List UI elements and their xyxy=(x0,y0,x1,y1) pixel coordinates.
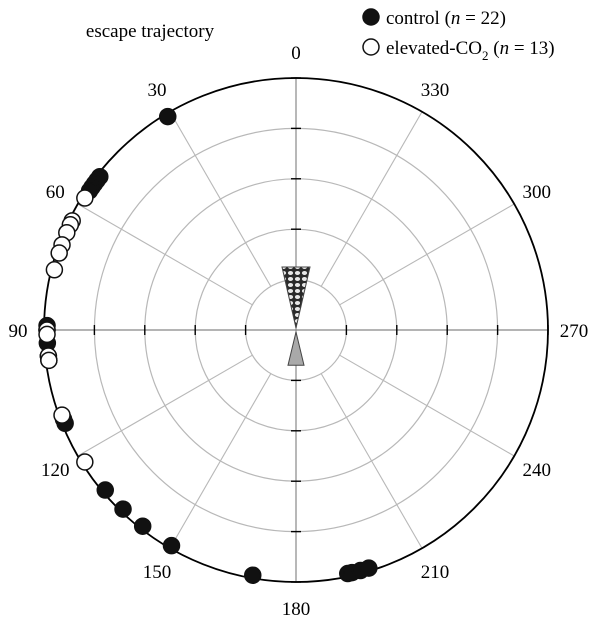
series-control xyxy=(38,107,378,584)
data-point-control xyxy=(162,536,181,555)
legend-marker-elevated-co2 xyxy=(362,38,380,56)
data-point-elevated-co2 xyxy=(76,189,94,207)
grid-spoke xyxy=(339,354,515,457)
data-point-control xyxy=(159,107,177,126)
grid-spoke xyxy=(169,111,272,287)
angle-tick-label: 240 xyxy=(523,460,552,481)
angle-tick-label: 300 xyxy=(523,182,552,203)
data-point-elevated-co2 xyxy=(40,351,58,370)
chart-title: escape trajectory xyxy=(86,21,215,42)
angle-labels: 0 30 60 90 120 150 180 210 240 270 300 330 xyxy=(9,43,589,618)
mean-vectors xyxy=(281,266,311,366)
grid-spoke xyxy=(320,111,423,287)
data-point-elevated-co2 xyxy=(76,453,94,471)
legend-label-elevated-co2: elevated-CO2 (n = 13) xyxy=(386,38,555,63)
mean-vector-control xyxy=(287,331,305,366)
grid-spoke xyxy=(320,373,423,549)
series-elevated-co2 xyxy=(38,189,94,471)
data-point-control xyxy=(114,500,132,518)
angle-tick-label: 210 xyxy=(421,562,450,583)
legend-marker-control xyxy=(362,8,380,26)
angle-tick-label: 180 xyxy=(282,599,311,618)
data-point-control xyxy=(360,559,378,577)
grid-spoke xyxy=(339,203,515,306)
legend-label-control: control (n = 22) xyxy=(386,8,506,29)
angle-tick-label: 30 xyxy=(148,80,167,101)
data-point-elevated-co2 xyxy=(38,325,56,344)
grid-spoke xyxy=(77,354,253,457)
angle-tick-label: 90 xyxy=(9,321,28,342)
angle-tick-label: 120 xyxy=(41,460,70,481)
grid-spoke xyxy=(77,203,253,306)
data-point-elevated-co2 xyxy=(45,261,64,279)
angle-tick-label: 330 xyxy=(421,80,450,101)
data-point-control xyxy=(133,517,152,535)
angle-tick-label: 60 xyxy=(46,182,65,203)
legend: control (n = 22) elevated-CO2 (n = 13) xyxy=(362,8,555,63)
angle-tick-label: 270 xyxy=(560,321,589,342)
mean-vector-elevated-co2 xyxy=(281,266,311,329)
grid-spoke xyxy=(169,373,272,549)
data-point-elevated-co2 xyxy=(53,406,71,424)
data-point-elevated-co2 xyxy=(50,244,68,262)
angle-tick-label: 150 xyxy=(143,562,172,583)
data-point-control xyxy=(96,481,115,499)
data-point-control xyxy=(244,566,262,584)
angle-tick-label: 0 xyxy=(291,43,301,64)
